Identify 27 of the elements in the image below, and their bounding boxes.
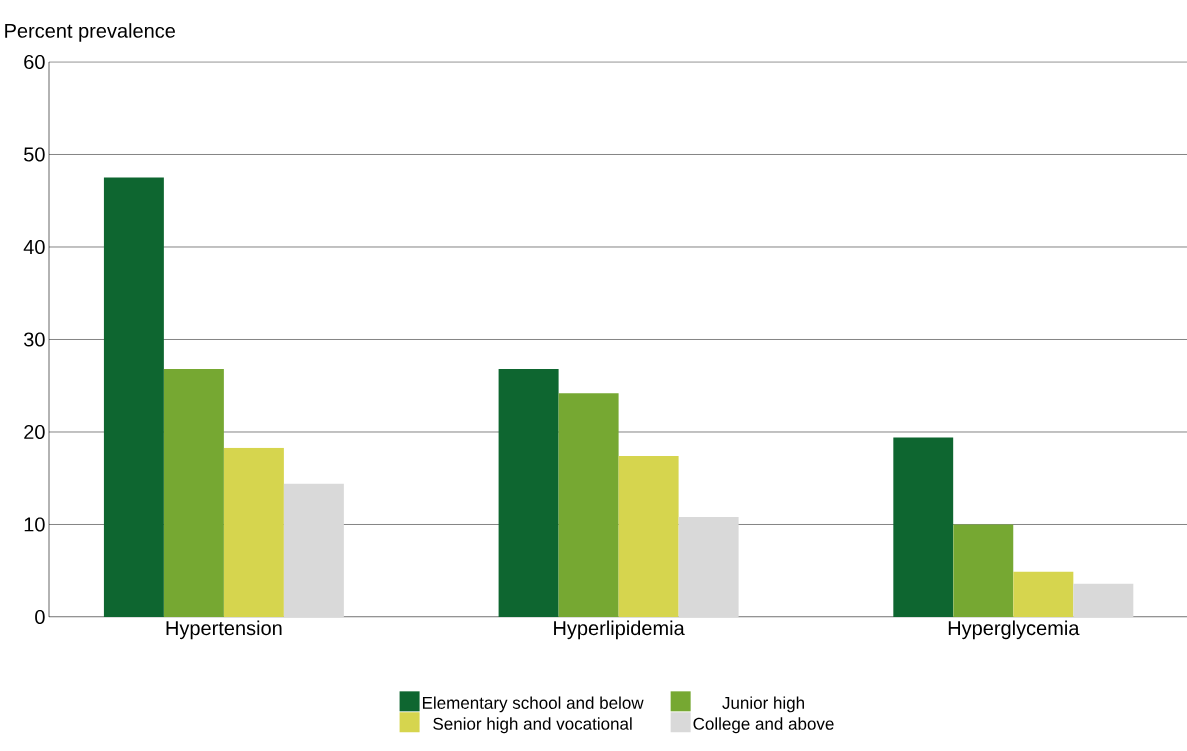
y-axis-title: Percent prevalence [5, 23, 175, 42]
x-tick-label: Hyperglycemia [948, 620, 1080, 640]
y-tick-label: 60 [24, 54, 45, 70]
legend-label: Elementary school and below [422, 696, 644, 713]
bar [498, 369, 559, 617]
bar [893, 437, 954, 617]
legend-label: Junior high [722, 696, 804, 713]
x-tick-label: Hypertension [166, 620, 282, 640]
bar [283, 483, 344, 617]
y-tick-label: 0 [35, 609, 45, 625]
bar [953, 524, 1014, 617]
bar [558, 393, 619, 617]
y-tick-label: 20 [24, 424, 45, 440]
y-tick-label: 30 [24, 332, 45, 347]
legend-label: College and above [693, 717, 834, 734]
y-tick-label: 50 [24, 147, 45, 162]
bar [1013, 571, 1074, 617]
bar [678, 517, 739, 617]
legend-label: Senior high and vocational [433, 717, 632, 734]
bar [163, 369, 224, 617]
y-tick-label: 10 [24, 517, 45, 532]
bar [1073, 583, 1134, 617]
y-tick-label: 40 [23, 239, 45, 255]
bar [223, 447, 284, 617]
bar [618, 456, 679, 617]
bar [103, 177, 164, 617]
x-tick-label: Hyperlipidemia [554, 620, 685, 640]
